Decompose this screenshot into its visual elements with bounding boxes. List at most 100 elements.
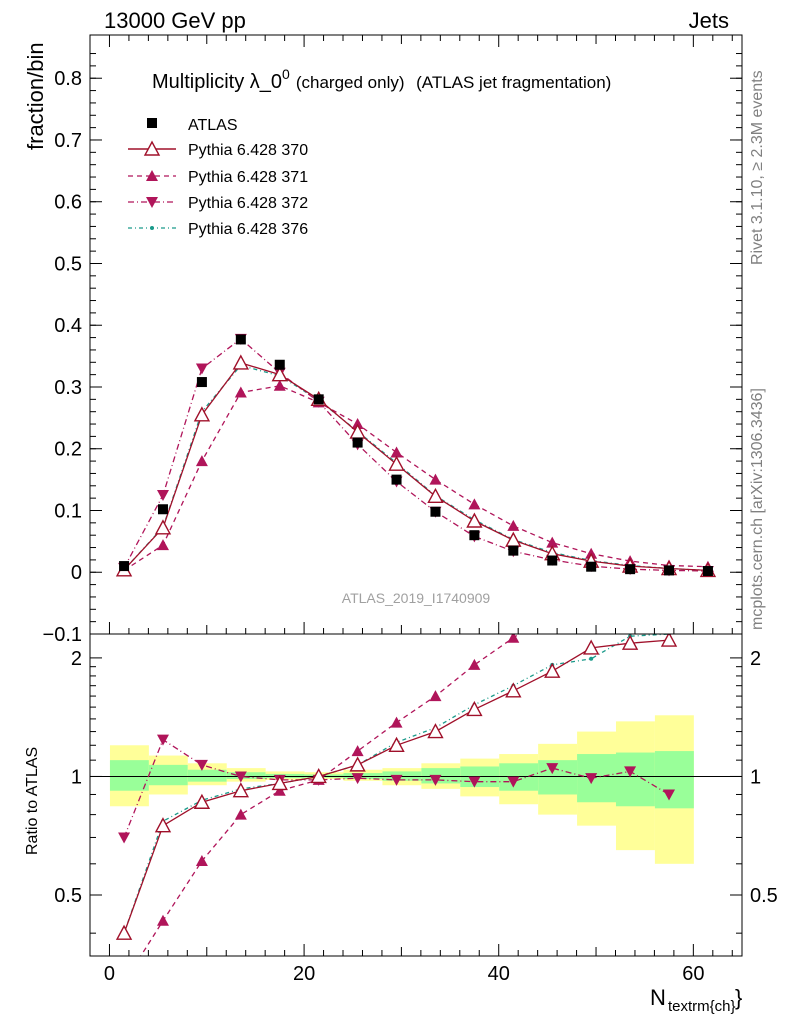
point-pythia-6-428-370 xyxy=(388,455,405,471)
band-green xyxy=(538,760,578,795)
ratio-point-pythia-6-428-370 xyxy=(154,817,172,833)
point-pythia-6-428-370 xyxy=(193,406,211,422)
analysis-watermark: ATLAS_2019_I1740909 xyxy=(342,590,491,606)
x-axis-label: N textrm{ch} } xyxy=(650,985,742,1015)
point-pythia-6-428-371 xyxy=(351,418,364,430)
point-pythia-6-428-370 xyxy=(271,366,288,382)
ratio-point-pythia-6-428-370 xyxy=(544,662,561,678)
ratio-tick-label-right: 2 xyxy=(750,648,761,670)
y-tick-label: 0 xyxy=(71,562,82,584)
ratio-tick-label: 0.5 xyxy=(54,885,82,907)
legend-marker-372 xyxy=(146,197,158,208)
y-tick-label: 0.3 xyxy=(54,377,82,399)
ratio-point-pythia-6-428-370 xyxy=(271,774,288,791)
ratio-point-pythia-6-428-371 xyxy=(468,658,481,670)
ratio-point-pythia-6-428-372 xyxy=(429,774,442,786)
ratio-point-pythia-6-428-371 xyxy=(156,914,169,926)
point-atlas xyxy=(119,561,130,572)
ratio-point-pythia-6-428-371 xyxy=(234,808,247,820)
ratio-tick-label-right: 0.5 xyxy=(750,885,778,907)
y-tick-label: −0.1 xyxy=(43,624,82,646)
ratio-point-pythia-6-428-376 xyxy=(589,656,594,661)
legend-label-372: Pythia 6.428 372 xyxy=(188,195,308,212)
x-axis-label-main: N xyxy=(650,985,666,1010)
ratio-line-pythia-6-428-372 xyxy=(123,738,670,838)
legend-marker-371 xyxy=(146,170,158,181)
rivet-version-label: Rivet 3.1.10, ≥ 2.3M events xyxy=(749,70,766,265)
point-pythia-6-428-371 xyxy=(195,455,208,467)
point-atlas xyxy=(313,394,324,405)
legend-entry-376: Pythia 6.428 376 xyxy=(128,221,308,238)
ratio-plot: 0 20 40 60 0.5 0.5 1 1 2 2 xyxy=(54,634,778,985)
point-pythia-6-428-372 xyxy=(156,490,169,502)
y-tick-label: 0.7 xyxy=(54,130,82,152)
point-pythia-6-428-371 xyxy=(429,473,442,485)
y-tick-label: 0.5 xyxy=(54,253,82,275)
point-atlas xyxy=(430,506,441,517)
ratio-point-pythia-6-428-370 xyxy=(232,782,250,798)
point-atlas xyxy=(664,565,675,576)
legend-label-376: Pythia 6.428 376 xyxy=(188,221,308,238)
band-green xyxy=(615,752,655,807)
point-atlas xyxy=(508,545,519,556)
point-pythia-6-428-370 xyxy=(427,487,444,503)
point-pythia-6-428-371 xyxy=(507,519,520,531)
plot-title-main: Multiplicity λ_0 xyxy=(152,71,282,93)
point-pythia-6-428-372 xyxy=(195,363,208,375)
point-atlas xyxy=(586,561,597,572)
ratio-point-pythia-6-428-372 xyxy=(234,771,247,783)
ratio-plot-frame xyxy=(89,633,743,957)
main-plot: −0.1 0 0.1 0.2 0.3 0.4 0.5 0.6 0.7 0.8 xyxy=(43,35,742,646)
point-atlas xyxy=(157,504,168,515)
point-atlas xyxy=(469,530,480,541)
y-tick-label: 0.4 xyxy=(54,315,82,337)
legend: ATLAS Pythia 6.428 370 Pythia 6.428 371 … xyxy=(128,117,308,238)
ratio-point-pythia-6-428-370 xyxy=(660,634,678,647)
legend-marker-atlas xyxy=(147,118,157,128)
ratio-point-pythia-6-428-370 xyxy=(193,793,211,809)
ratio-point-pythia-6-428-372 xyxy=(351,773,364,785)
ratio-point-pythia-6-428-370 xyxy=(621,634,639,650)
ratio-point-pythia-6-428-372 xyxy=(663,789,676,801)
y-tick-label: 0.1 xyxy=(54,500,82,522)
point-atlas xyxy=(625,564,636,575)
ratio-point-pythia-6-428-370 xyxy=(388,736,405,752)
legend-label-371: Pythia 6.428 371 xyxy=(188,169,308,186)
x-tick-label: 0 xyxy=(104,963,115,985)
point-pythia-6-428-371 xyxy=(546,536,559,548)
series-line-pythia-6-428-370 xyxy=(123,362,708,572)
point-atlas xyxy=(547,555,558,566)
point-pythia-6-428-371 xyxy=(468,498,481,510)
point-pythia-6-428-370 xyxy=(505,531,522,547)
point-atlas xyxy=(235,334,246,345)
ratio-point-pythia-6-428-372 xyxy=(195,759,208,771)
point-pythia-6-428-370 xyxy=(349,423,366,439)
ratio-point-pythia-6-428-372 xyxy=(390,774,403,786)
legend-entry-atlas: ATLAS xyxy=(147,117,238,134)
y-tick-label: 0.2 xyxy=(54,439,82,461)
band-green xyxy=(577,754,616,803)
ratio-point-pythia-6-428-371 xyxy=(351,745,364,757)
point-atlas xyxy=(391,474,402,485)
x-tick-label: 60 xyxy=(682,963,704,985)
plot-title: Multiplicity λ_00 (charged only) (ATLAS j… xyxy=(152,66,611,93)
x-tick-label: 40 xyxy=(488,963,510,985)
point-pythia-6-428-371 xyxy=(234,386,247,398)
ratio-point-pythia-6-428-370 xyxy=(310,767,327,784)
y-axis-label: fraction/bin xyxy=(23,42,48,150)
ratio-point-pythia-6-428-372 xyxy=(468,776,481,788)
point-pythia-6-428-370 xyxy=(466,512,483,528)
legend-entry-371: Pythia 6.428 371 xyxy=(128,169,308,186)
series-line-pythia-6-428-372 xyxy=(123,337,708,572)
ratio-tick-label: 2 xyxy=(71,648,82,670)
ratio-axis-label: Ratio to ATLAS xyxy=(24,747,41,855)
ratio-series-group xyxy=(115,634,678,956)
point-atlas xyxy=(352,437,363,448)
ratio-tick-label: 1 xyxy=(71,766,82,788)
legend-label-atlas: ATLAS xyxy=(188,117,238,134)
point-pythia-6-428-370 xyxy=(154,519,172,535)
ratio-point-pythia-6-428-371 xyxy=(273,784,286,796)
ratio-point-pythia-6-428-372 xyxy=(507,776,520,788)
ratio-point-pythia-6-428-372 xyxy=(118,832,131,844)
